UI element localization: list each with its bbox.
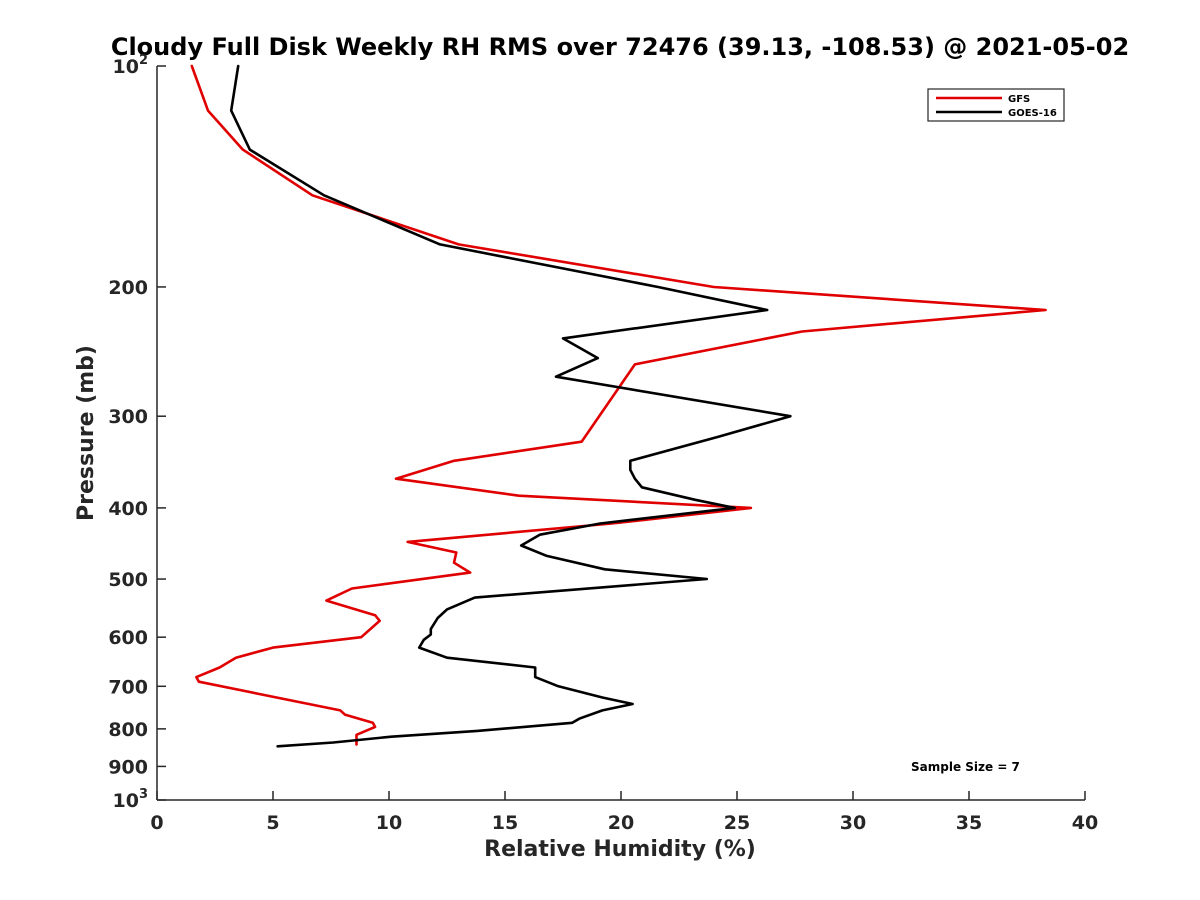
y-axis-label: Pressure (mb) <box>74 345 99 521</box>
y-tick-label: 103 <box>113 787 149 812</box>
y-tick-label: 400 <box>108 498 148 520</box>
x-tick-label: 15 <box>492 812 518 834</box>
y-tick-label: 200 <box>108 277 148 299</box>
sample-size-annotation: Sample Size = 7 <box>911 760 1020 774</box>
y-tick-label: 900 <box>108 756 148 778</box>
legend-label: GOES-16 <box>1008 108 1057 119</box>
x-tick-label: 30 <box>840 812 866 834</box>
x-tick-label: 35 <box>956 812 982 834</box>
legend-label: GFS <box>1008 94 1030 105</box>
x-tick-label: 0 <box>150 812 163 834</box>
x-tick-label: 5 <box>266 812 279 834</box>
y-tick-label: 300 <box>108 406 148 428</box>
x-tick-label: 25 <box>724 812 750 834</box>
series-line-goes-16 <box>229 64 792 748</box>
chart-title: Cloudy Full Disk Weekly RH RMS over 7247… <box>111 33 1129 61</box>
legend-box <box>927 88 1065 122</box>
series-line-gfs <box>190 64 1047 746</box>
x-axis-label: Relative Humidity (%) <box>484 837 756 862</box>
y-tick-label: 700 <box>108 676 148 698</box>
y-tick-label: 102 <box>113 53 149 78</box>
y-tick-label: 600 <box>108 627 148 649</box>
y-tick-label: 500 <box>108 569 148 591</box>
legend: GFS GOES-16 <box>927 88 1065 122</box>
x-tick-label: 10 <box>376 812 402 834</box>
x-tick-label: 40 <box>1072 812 1098 834</box>
x-tick-label: 20 <box>608 812 634 834</box>
plot-area: 0 5 10 15 20 25 30 35 40 102 200 300 400 500 600 700 800… <box>108 53 1098 834</box>
y-tick-label: 800 <box>108 719 148 741</box>
